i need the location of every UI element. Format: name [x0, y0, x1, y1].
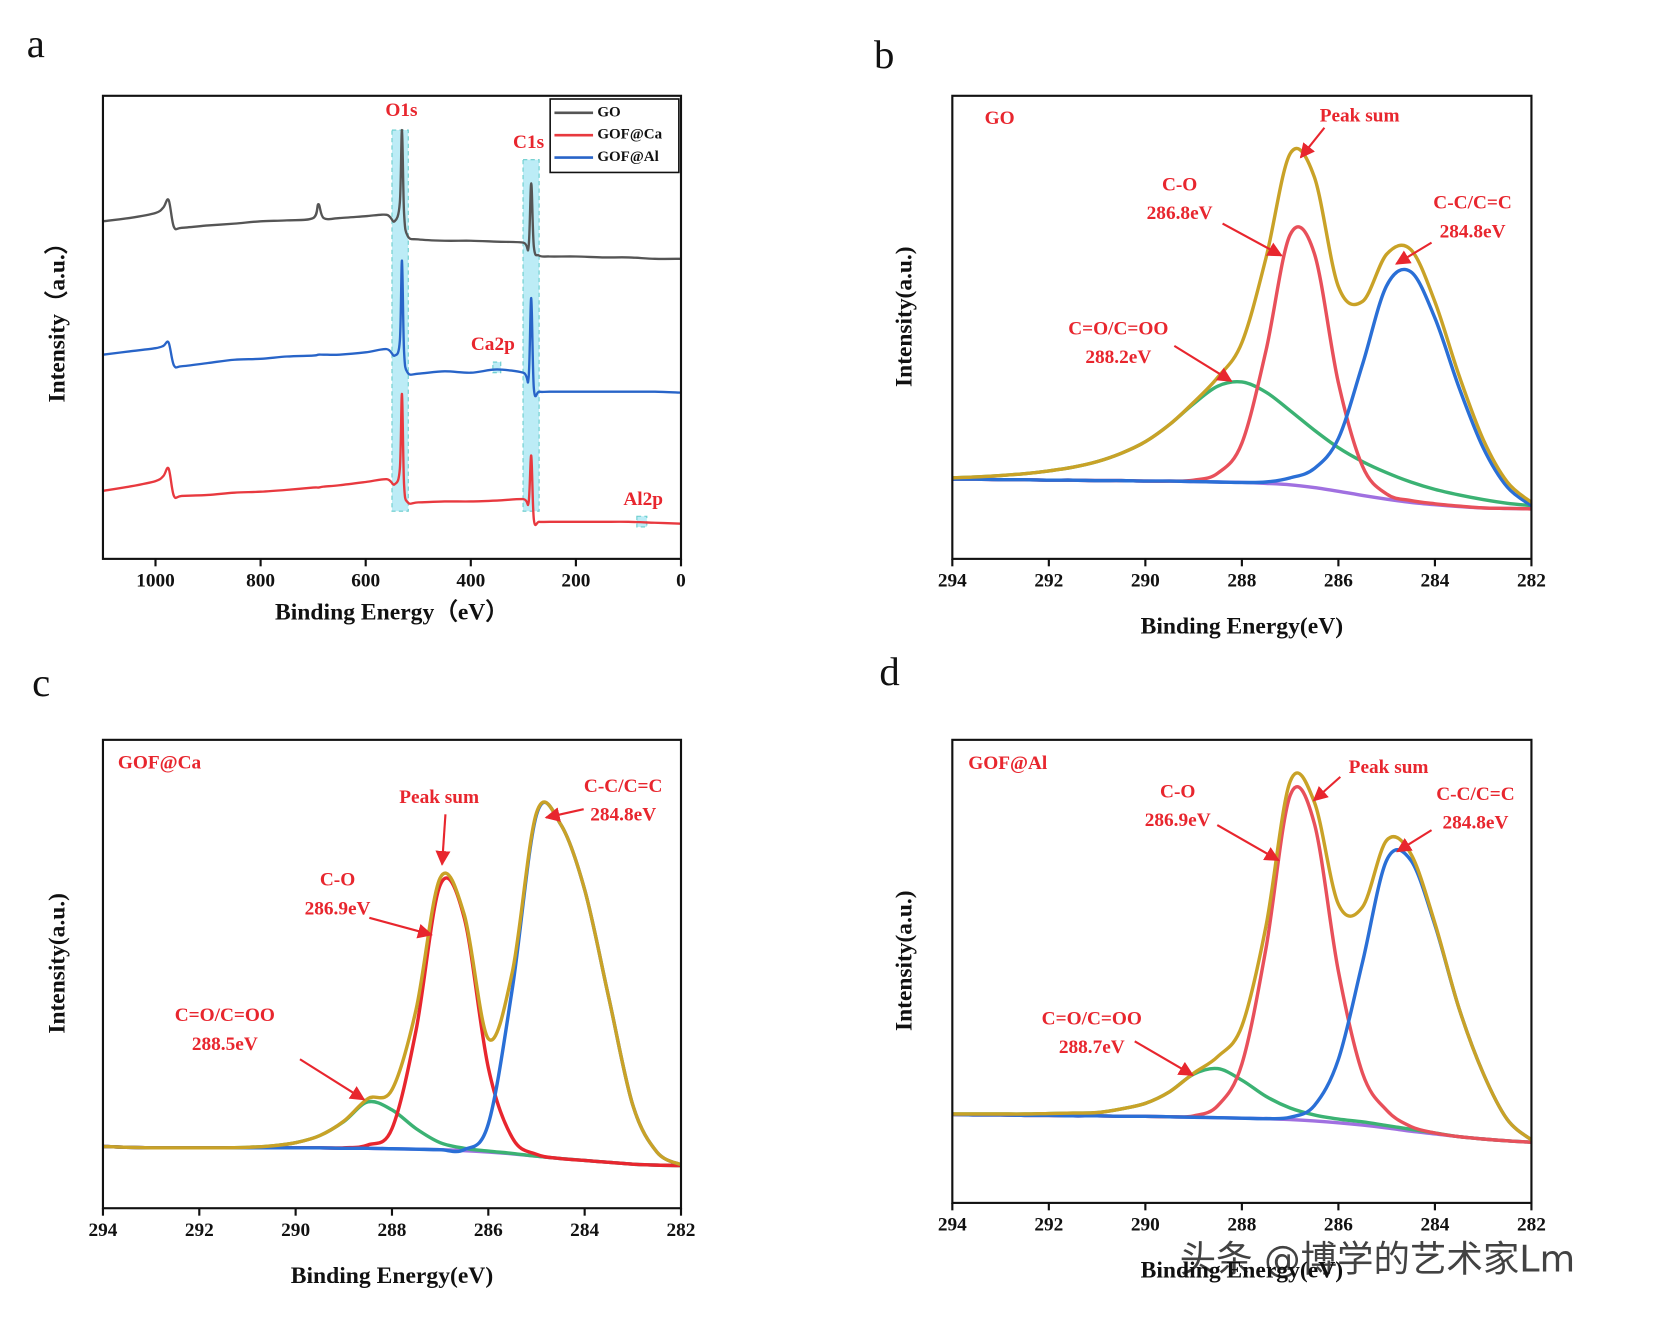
x-tick-label: 284 — [1420, 571, 1449, 592]
annotation-arrow — [435, 814, 451, 866]
x-tick-label: 286 — [1324, 1215, 1353, 1236]
panel-label: d — [879, 649, 899, 694]
x-axis-label: Binding Energy(eV) — [1141, 1258, 1343, 1284]
annotation: 284.8eV — [1443, 813, 1509, 834]
x-tick-label: 400 — [456, 571, 485, 592]
annotation: Al2p — [623, 489, 663, 510]
x-tick-label: 292 — [185, 1220, 214, 1241]
annotation-arrow — [1299, 127, 1326, 159]
series-line — [102, 259, 682, 398]
annotation-arrow — [299, 1058, 366, 1101]
annotation: C-C/C=C — [584, 776, 663, 797]
y-axis-label: Intensity(a.u.) — [892, 890, 918, 1030]
x-tick-label: 288 — [1227, 571, 1256, 592]
annotation: Peak sum — [1349, 757, 1429, 778]
x-tick-label: 292 — [1034, 1215, 1063, 1236]
x-tick-label: 1000 — [136, 571, 175, 592]
series-line — [102, 1099, 682, 1168]
series-line — [952, 1066, 1532, 1144]
x-tick-label: 282 — [667, 1220, 696, 1241]
x-tick-label: 294 — [938, 1215, 967, 1236]
annotation: C-C/C=C — [1436, 784, 1515, 805]
x-tick-label: 284 — [1420, 1215, 1449, 1236]
x-axis-label: Binding Energy(eV) — [1141, 614, 1343, 640]
annotation-arrow — [1134, 1040, 1194, 1077]
plot-frame — [101, 94, 683, 560]
annotation-arrow — [1173, 344, 1233, 382]
annotation: O1s — [385, 100, 418, 121]
annotation-arrow — [1396, 829, 1433, 853]
series-line — [102, 800, 682, 1167]
annotation: 288.2eV — [1085, 347, 1151, 368]
x-tick-label: 200 — [561, 571, 590, 592]
annotation-arrow — [1216, 824, 1280, 862]
series-line — [952, 225, 1532, 511]
annotation: Peak sum — [399, 787, 479, 808]
panel-label: c — [32, 660, 50, 705]
y-axis-label: Intensity（a.u.） — [43, 231, 70, 403]
annotation: 286.9eV — [305, 898, 371, 919]
annotation: C-O — [1162, 175, 1197, 196]
annotation: 286.8eV — [1147, 203, 1213, 224]
annotation: C=O/C=OO — [1042, 1008, 1142, 1029]
y-axis-label: Intensity(a.u.) — [44, 893, 70, 1033]
series-line — [102, 128, 681, 261]
x-tick-label: 288 — [1227, 1215, 1256, 1236]
annotation: C-O — [320, 870, 355, 891]
x-tick-label: 0 — [676, 571, 686, 592]
annotation-arrow — [369, 916, 433, 939]
series-line — [952, 848, 1533, 1142]
x-tick-label: 282 — [1517, 1215, 1546, 1236]
annotation: C1s — [513, 132, 545, 153]
annotation-arrow — [1222, 222, 1283, 257]
annotation: C=O/C=OO — [175, 1005, 275, 1026]
x-tick-label: 294 — [88, 1220, 117, 1241]
annotation: 288.5eV — [192, 1034, 258, 1055]
sample-label: GOF@Ca — [118, 753, 202, 774]
highlight-region — [492, 361, 502, 374]
sample-label: GOF@Al — [968, 753, 1048, 774]
annotation: Peak sum — [1320, 106, 1400, 127]
y-axis-label: Intensity(a.u.) — [892, 246, 918, 386]
x-tick-label: 600 — [351, 571, 380, 592]
legend-label: GO — [597, 104, 620, 120]
panel-label: b — [874, 32, 894, 77]
annotation: 284.8eV — [1440, 221, 1506, 242]
series-line — [102, 392, 682, 527]
x-tick-label: 800 — [246, 571, 275, 592]
x-tick-label: 290 — [1131, 1215, 1160, 1236]
watermark: 头条 @博学的艺术家Lm — [1180, 1238, 1575, 1281]
series-line — [952, 267, 1533, 508]
x-tick-label: 284 — [570, 1220, 599, 1241]
x-axis-label: Binding Energy(eV) — [291, 1263, 493, 1289]
series-line — [952, 771, 1533, 1142]
panel-label: a — [27, 21, 45, 66]
sample-label: GO — [985, 108, 1015, 129]
annotation: 288.7eV — [1059, 1037, 1125, 1058]
annotation-arrow — [1312, 776, 1342, 802]
x-tick-label: 286 — [474, 1220, 503, 1241]
annotation: 284.8eV — [590, 805, 656, 826]
x-tick-label: 292 — [1034, 571, 1063, 592]
x-tick-label: 294 — [938, 571, 967, 592]
annotation: 286.9eV — [1145, 810, 1211, 831]
annotation: Ca2p — [471, 334, 515, 355]
legend-label: GOF@Al — [597, 149, 658, 165]
annotation: C-C/C=C — [1433, 193, 1512, 214]
x-axis-label: Binding Energy（eV） — [275, 599, 509, 626]
x-tick-label: 282 — [1517, 571, 1546, 592]
series-line — [952, 146, 1533, 504]
annotation: C=O/C=OO — [1068, 319, 1168, 340]
annotation: C-O — [1160, 782, 1195, 803]
x-tick-label: 286 — [1324, 571, 1353, 592]
x-tick-label: 290 — [281, 1220, 310, 1241]
x-tick-label: 288 — [378, 1220, 407, 1241]
annotation-arrow — [544, 807, 584, 822]
annotation-arrow — [1395, 241, 1433, 265]
x-tick-label: 290 — [1131, 571, 1160, 592]
legend-label: GOF@Ca — [597, 127, 662, 143]
